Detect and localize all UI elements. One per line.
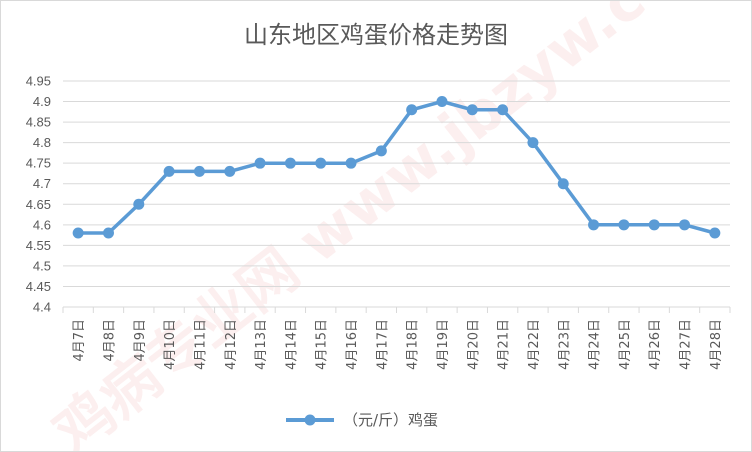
x-tick-label: 4月27日	[679, 319, 694, 370]
x-tick-label: 4月21日	[497, 319, 512, 370]
x-tick-label: 4月28日	[709, 319, 724, 370]
y-tick-label: 4.75	[26, 156, 51, 171]
data-point[interactable]	[618, 219, 630, 231]
data-point[interactable]	[588, 219, 600, 231]
x-tick-label: 4月15日	[315, 319, 330, 370]
legend-dot-marker	[304, 414, 316, 426]
data-point[interactable]	[406, 104, 418, 116]
y-tick-label: 4.85	[26, 115, 51, 130]
data-point[interactable]	[133, 198, 145, 210]
y-tick-label: 4.45	[26, 279, 51, 294]
data-point[interactable]	[648, 219, 660, 231]
data-point[interactable]	[709, 227, 721, 239]
y-tick-label: 4.95	[26, 74, 51, 89]
x-tick-label: 4月12日	[224, 319, 239, 370]
x-tick-label: 4月16日	[345, 319, 360, 370]
legend-label: （元/斤）鸡蛋	[343, 411, 438, 429]
y-tick-label: 4.7	[33, 176, 51, 191]
y-axis-ticks: 4.95 4.9 4.85 4.8 4.75 4.7 4.65 4.6 4.55 4.5 4.45 4…	[26, 74, 51, 315]
y-tick-label: 4.5	[33, 258, 51, 273]
data-point[interactable]	[679, 219, 691, 231]
y-tick-label: 4.55	[26, 238, 51, 253]
y-tick-label: 4.6	[33, 217, 51, 232]
x-tick-label: 4月22日	[527, 319, 542, 370]
x-tick-label: 4月11日	[193, 319, 208, 370]
legend[interactable]: （元/斤）鸡蛋	[286, 411, 438, 429]
data-point[interactable]	[315, 157, 327, 169]
data-point[interactable]	[102, 227, 114, 239]
series-group	[72, 96, 721, 239]
y-tick-label: 4.65	[26, 197, 51, 212]
x-tick-label: 4月7日	[72, 319, 87, 362]
x-tick-label: 4月20日	[466, 319, 481, 370]
y-tick-label: 4.4	[33, 300, 51, 315]
data-point[interactable]	[375, 145, 387, 157]
data-point[interactable]	[557, 178, 569, 190]
data-point[interactable]	[224, 165, 236, 177]
x-tick-label: 4月14日	[284, 319, 299, 370]
data-point[interactable]	[72, 227, 84, 239]
x-tick-label: 4月25日	[618, 319, 633, 370]
x-tick-label: 4月8日	[102, 319, 117, 362]
y-tick-label: 4.8	[33, 135, 51, 150]
x-tick-label: 4月19日	[436, 319, 451, 370]
y-tick-label: 4.9	[33, 94, 51, 109]
x-tick-label: 4月18日	[406, 319, 421, 370]
data-point[interactable]	[284, 157, 296, 169]
x-tick-label: 4月26日	[648, 319, 663, 370]
data-point[interactable]	[254, 157, 266, 169]
data-point[interactable]	[163, 165, 175, 177]
x-tick-label: 4月17日	[375, 319, 390, 370]
data-point[interactable]	[436, 96, 448, 108]
data-point[interactable]	[527, 137, 539, 149]
x-tick-label: 4月24日	[588, 319, 603, 370]
x-axis-ticks: 4月7日 4月8日 4月9日 4月10日 4月11日 4月12日 4月13日 4月14日 4月1…	[62, 307, 731, 370]
data-point[interactable]	[345, 157, 357, 169]
series-line	[78, 99, 716, 235]
x-tick-label: 4月9日	[133, 319, 148, 362]
x-tick-label: 4月23日	[557, 319, 572, 370]
data-point[interactable]	[497, 104, 509, 116]
chart-title: 山东地区鸡蛋价格走势图	[244, 21, 508, 49]
x-tick-label: 4月13日	[254, 319, 269, 370]
data-point[interactable]	[193, 165, 205, 177]
x-tick-label: 4月10日	[163, 319, 178, 370]
grid-lines	[63, 80, 730, 308]
data-point[interactable]	[466, 104, 478, 116]
